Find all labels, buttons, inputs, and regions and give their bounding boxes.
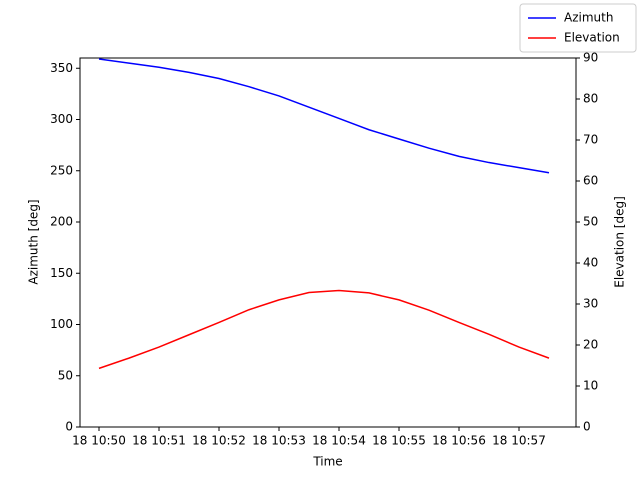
- legend-label: Azimuth: [564, 11, 613, 25]
- x-tick-label: 18 10:52: [192, 434, 246, 448]
- x-tick-label: 18 10:57: [492, 434, 546, 448]
- x-tick-label: 18 10:51: [132, 434, 186, 448]
- y2-tick-label: 90: [583, 51, 598, 65]
- y2-tick-label: 80: [583, 92, 598, 106]
- plot-frame: [79, 57, 577, 428]
- y2-tick-label: 60: [583, 174, 598, 188]
- x-tick-label: 18 10:54: [312, 434, 366, 448]
- y2-tick-label: 30: [583, 297, 598, 311]
- y-tick-label: 150: [50, 266, 73, 280]
- y2-tick-label: 10: [583, 379, 598, 393]
- series-line: [98, 58, 550, 174]
- x-axis-label: Time: [312, 455, 342, 469]
- legend-box: [519, 3, 637, 53]
- y-tick-label: 200: [50, 215, 73, 229]
- y2-axis-label: Elevation [deg]: [613, 196, 627, 288]
- x-tick-label: 18 10:50: [72, 434, 126, 448]
- y2-tick-label: 0: [583, 420, 591, 434]
- x-tick-label: 18 10:56: [432, 434, 486, 448]
- y2-tick-label: 70: [583, 133, 598, 147]
- legend-label: Elevation: [564, 31, 620, 45]
- y-tick-label: 300: [50, 112, 73, 126]
- x-tick-label: 18 10:53: [252, 434, 306, 448]
- series-line: [98, 289, 550, 370]
- y2-tick-label: 20: [583, 338, 598, 352]
- x-tick-label: 18 10:55: [372, 434, 426, 448]
- y-tick-label: 50: [58, 368, 73, 382]
- y-tick-label: 250: [50, 163, 73, 177]
- y-axis-label: Azimuth [deg]: [27, 199, 41, 284]
- y2-tick-label: 40: [583, 256, 598, 270]
- y-tick-label: 350: [50, 61, 73, 75]
- y2-tick-label: 50: [583, 215, 598, 229]
- y-tick-label: 0: [65, 420, 73, 434]
- y-tick-label: 100: [50, 317, 73, 331]
